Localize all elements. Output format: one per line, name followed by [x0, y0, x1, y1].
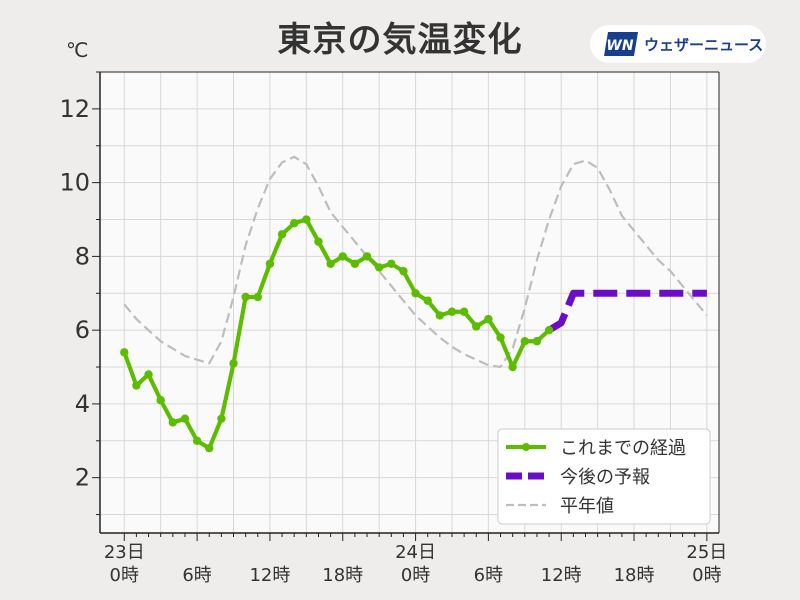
data-point — [544, 325, 554, 335]
x-tick-hour-label: 6時 — [474, 565, 503, 586]
weathernews-logo: WN ウェザーニュース — [590, 25, 766, 63]
x-tick-hour-label: 18時 — [614, 565, 655, 586]
x-tick-hour-label: 6時 — [182, 565, 211, 586]
data-point — [180, 414, 190, 423]
data-point — [435, 311, 445, 320]
x-tick-date-label: 24日 — [395, 542, 436, 563]
data-point — [217, 414, 226, 423]
data-point — [472, 322, 481, 331]
data-point — [289, 219, 299, 228]
data-point — [241, 292, 250, 302]
data-point — [387, 259, 396, 268]
data-point — [168, 418, 178, 427]
logo-mark-text: WN — [606, 38, 633, 54]
legend-label: 今後の予報 — [560, 467, 650, 488]
data-point — [338, 252, 347, 261]
data-point — [459, 307, 469, 316]
y-tick-label: 10 — [59, 169, 90, 197]
series-line-2 — [547, 289, 707, 334]
legend-marker — [522, 443, 530, 451]
y-axis-unit: ℃ — [66, 38, 89, 62]
data-point — [253, 292, 262, 302]
data-point — [496, 333, 505, 342]
legend-label: 平年値 — [560, 496, 614, 517]
y-tick-label: 2 — [75, 464, 90, 492]
x-tick-hour-label: 12時 — [249, 565, 290, 586]
data-point — [374, 263, 384, 272]
logo-text: ウェザーニュース — [644, 35, 764, 54]
data-point — [277, 230, 287, 239]
x-tick-hour-label: 18時 — [322, 565, 363, 586]
data-point — [132, 381, 141, 390]
data-point — [265, 259, 275, 268]
x-tick-date-label: 23日 — [104, 542, 145, 563]
legend-box — [497, 428, 711, 525]
chart-title: 東京の気温変化 — [277, 20, 523, 60]
data-point — [532, 337, 542, 346]
x-tick-date-label: 25日 — [686, 542, 727, 563]
y-tick-label: 8 — [75, 242, 90, 270]
data-point — [302, 215, 311, 224]
x-tick-hour-label: 0時 — [401, 565, 430, 586]
data-point — [362, 252, 372, 261]
data-point — [411, 289, 420, 298]
y-tick-label: 6 — [75, 316, 90, 344]
y-tick-label: 12 — [59, 95, 90, 123]
data-point — [399, 266, 408, 276]
series-line-3 — [123, 155, 708, 369]
data-point — [229, 359, 238, 368]
weathernews-mark-icon: WN — [604, 32, 638, 56]
data-point — [520, 337, 530, 346]
data-point — [484, 314, 493, 324]
data-point — [314, 237, 323, 246]
data-point — [350, 259, 360, 268]
x-tick-hour-label: 0時 — [692, 565, 721, 586]
data-point — [156, 396, 165, 405]
legend-label: これまでの経過 — [560, 438, 686, 459]
data-point — [205, 443, 214, 453]
data-point — [508, 362, 517, 372]
y-tick-label: 4 — [75, 390, 90, 418]
data-point — [144, 370, 153, 379]
data-point — [447, 307, 457, 316]
x-tick-hour-label: 12時 — [541, 565, 582, 586]
data-point — [120, 348, 129, 357]
data-point — [192, 436, 202, 445]
data-point — [326, 259, 335, 268]
data-point — [423, 296, 432, 305]
x-tick-hour-label: 0時 — [110, 565, 139, 586]
